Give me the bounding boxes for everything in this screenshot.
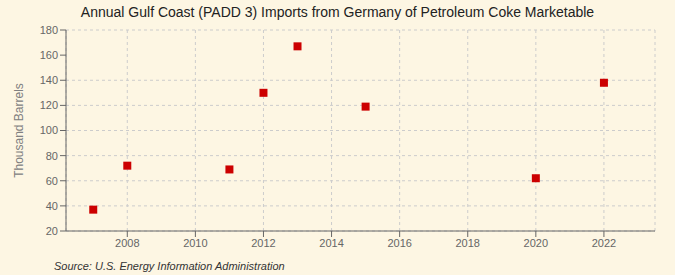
svg-text:140: 140 <box>40 74 58 86</box>
svg-text:160: 160 <box>40 49 58 61</box>
svg-text:40: 40 <box>46 200 58 212</box>
svg-text:80: 80 <box>46 150 58 162</box>
svg-text:2016: 2016 <box>387 237 411 249</box>
svg-text:2014: 2014 <box>319 237 343 249</box>
svg-text:2010: 2010 <box>183 237 207 249</box>
svg-text:2018: 2018 <box>456 237 480 249</box>
svg-text:Thousand Barrels: Thousand Barrels <box>12 83 26 178</box>
svg-text:20: 20 <box>46 225 58 237</box>
svg-text:2012: 2012 <box>251 237 275 249</box>
svg-text:120: 120 <box>40 99 58 111</box>
svg-text:100: 100 <box>40 124 58 136</box>
svg-text:2022: 2022 <box>592 237 616 249</box>
svg-text:2008: 2008 <box>115 237 139 249</box>
html-text:Source: U.S. Energy Informatio: Source: U.S. Energy Information Administ… <box>54 260 285 272</box>
svg-text:180: 180 <box>40 24 58 36</box>
html-text:Annual Gulf Coast (PADD 3) Imp: Annual Gulf Coast (PADD 3) Imports from … <box>80 4 595 20</box>
svg-text:60: 60 <box>46 175 58 187</box>
svg-text:2020: 2020 <box>524 237 548 249</box>
